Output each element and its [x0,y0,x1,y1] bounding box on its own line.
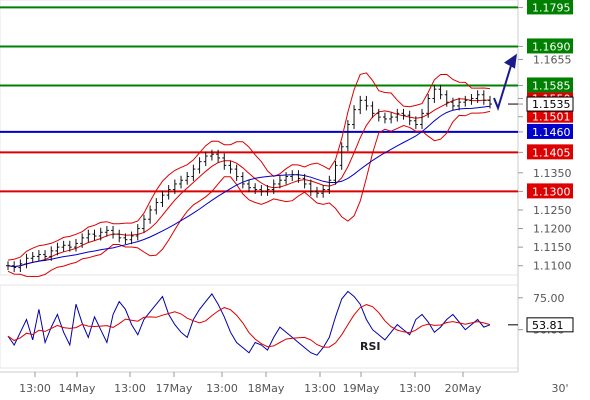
level-label: 1.1585 [532,79,571,92]
x-tick-label: 20May [445,382,482,395]
price-tick-label: 1.1250 [533,204,572,217]
level-badge [527,144,573,160]
x-tick-label: 14May [59,382,96,395]
x-tick-label: 17May [156,382,193,395]
rsi-panel [0,284,519,369]
rsi-line [7,290,491,356]
level-label: 1.1690 [532,40,571,53]
level-badge [527,38,573,54]
level-badge [527,77,573,93]
bollinger-lower [7,110,491,278]
x-tick-label: 19May [343,382,380,395]
bollinger-lower-label: 1.1501 [532,111,571,124]
x-unit-label: 30' [551,382,568,395]
rsi-current-badge [526,317,574,333]
level-badge [527,0,573,15]
x-tick-label: 13:00 [19,382,51,395]
price-tick-label: 1.1100 [533,260,572,273]
current-price-label: 1.1535 [532,98,571,111]
price-tick-label: 1.1655 [533,53,572,66]
level-label: 1.1460 [532,126,571,139]
rsi-tick-label: 75.00 [533,292,565,305]
current-price-badge [526,96,574,112]
price-tick-label: 1.1200 [533,223,572,236]
bollinger-lower-badge [527,110,573,123]
x-tick-label: 13:00 [304,382,336,395]
price-tick-label: 1.1350 [533,167,572,180]
price-tick-label: 1.1150 [533,241,572,254]
x-tick-label: 13:00 [399,382,431,395]
level-label: 1.1795 [532,1,571,14]
x-tick-label: 13:00 [206,382,238,395]
x-tick-label: 13:00 [114,382,146,395]
rsi-label: RSI [360,340,381,353]
bollinger-upper [7,72,491,261]
level-badge [527,123,573,139]
forecast-arrow-shaft [493,65,512,112]
forecast-arrow-head [504,53,517,69]
rsi-signal-line [7,304,491,348]
x-tick-label: 18May [248,382,285,395]
level-label: 1.1405 [532,146,571,159]
level-badge [527,183,573,199]
level-label: 1.1300 [532,185,571,198]
rsi-current-label: 53.81 [532,319,564,332]
